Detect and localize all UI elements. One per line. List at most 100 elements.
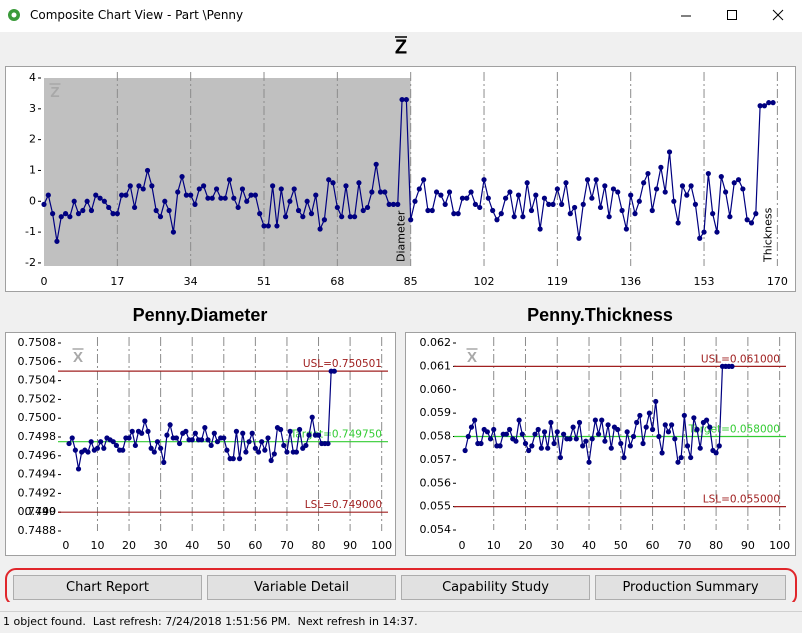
data-point (675, 220, 681, 226)
data-point (645, 170, 651, 177)
data-point (503, 431, 510, 437)
data-point (284, 449, 290, 455)
data-point (619, 207, 625, 214)
data-point (597, 204, 604, 211)
data-point (688, 183, 694, 189)
data-point (281, 442, 287, 449)
data-point (132, 442, 138, 449)
data-point (239, 186, 246, 192)
production-summary-button[interactable]: Production Summary (595, 575, 786, 600)
capability-study-button[interactable]: Capability Study (401, 575, 590, 600)
data-point (541, 429, 548, 435)
data-point (41, 201, 47, 207)
data-point (101, 445, 107, 451)
data-point (236, 456, 243, 462)
data-point (766, 100, 772, 106)
x-tick-label: 60 (646, 539, 660, 552)
thickness-chart-panel (405, 332, 796, 556)
data-point (705, 170, 711, 177)
data-point (331, 368, 337, 374)
data-point (507, 189, 513, 195)
data-point (442, 201, 448, 207)
data-point (330, 180, 336, 186)
data-point (300, 214, 306, 220)
close-button[interactable] (772, 9, 784, 21)
data-point (608, 445, 614, 451)
data-point (231, 195, 237, 201)
data-point (94, 445, 101, 451)
data-point (308, 211, 315, 217)
y-tick-label: 0.056 (420, 476, 452, 489)
data-point (306, 432, 312, 438)
data-point (491, 426, 497, 433)
data-point (364, 204, 371, 211)
data-point (618, 440, 624, 447)
data-point (524, 180, 530, 186)
data-point (589, 195, 595, 201)
data-point (554, 186, 560, 192)
data-point (748, 220, 755, 226)
variable-detail-button[interactable]: Variable Detail (207, 575, 396, 600)
data-point (291, 186, 297, 192)
maximize-button[interactable] (727, 10, 737, 20)
data-point (484, 429, 490, 435)
data-point (707, 424, 713, 430)
chart-title: Penny.Diameter (133, 305, 268, 325)
chart-title: Z (395, 36, 407, 58)
x-tick-label: 90 (741, 539, 755, 552)
data-point (679, 183, 686, 189)
data-point (75, 211, 82, 217)
data-point (120, 447, 126, 453)
limit-label: USL=0.750501 (303, 358, 382, 370)
data-point (114, 211, 120, 217)
data-point (602, 438, 608, 444)
data-point (567, 211, 573, 217)
data-point (606, 214, 612, 220)
data-point (478, 440, 484, 447)
y-tick-label: 0.7488 (18, 524, 57, 537)
x-tick-label: 153 (694, 275, 715, 288)
data-point (599, 417, 605, 423)
data-point (161, 459, 167, 465)
chart-report-button[interactable]: Chart Report (13, 575, 202, 600)
data-point (576, 419, 583, 426)
data-point (692, 201, 699, 207)
data-point (701, 229, 707, 235)
data-point (490, 207, 496, 214)
data-point (688, 454, 694, 461)
data-point (643, 424, 649, 430)
data-point (425, 207, 431, 214)
data-point (497, 443, 503, 449)
data-point (408, 217, 414, 223)
data-point (173, 435, 180, 441)
data-point (412, 198, 418, 204)
data-point (75, 466, 82, 472)
x-tick-label: 40 (185, 539, 199, 552)
data-point (584, 177, 591, 183)
data-point (653, 186, 660, 192)
data-point (189, 437, 195, 443)
data-point (166, 207, 172, 214)
data-point (669, 422, 675, 428)
data-point (347, 214, 353, 220)
y-tick-label: 0.057 (420, 453, 452, 466)
y-tick-label: -1 (25, 225, 36, 238)
data-point (586, 459, 592, 465)
data-point (511, 214, 517, 220)
data-point (287, 198, 293, 204)
data-point (139, 430, 145, 436)
data-point (390, 201, 397, 207)
data-point (646, 410, 652, 416)
data-point (713, 450, 719, 456)
annotation: Diameter (395, 210, 408, 262)
data-point (97, 195, 103, 201)
data-point (205, 195, 211, 201)
data-point (740, 186, 746, 192)
x-tick-label: 17 (110, 275, 124, 288)
data-point (421, 177, 427, 183)
data-point (487, 436, 494, 442)
data-point (67, 214, 73, 220)
data-point (233, 428, 240, 434)
data-point (659, 450, 665, 456)
data-point (261, 223, 267, 229)
